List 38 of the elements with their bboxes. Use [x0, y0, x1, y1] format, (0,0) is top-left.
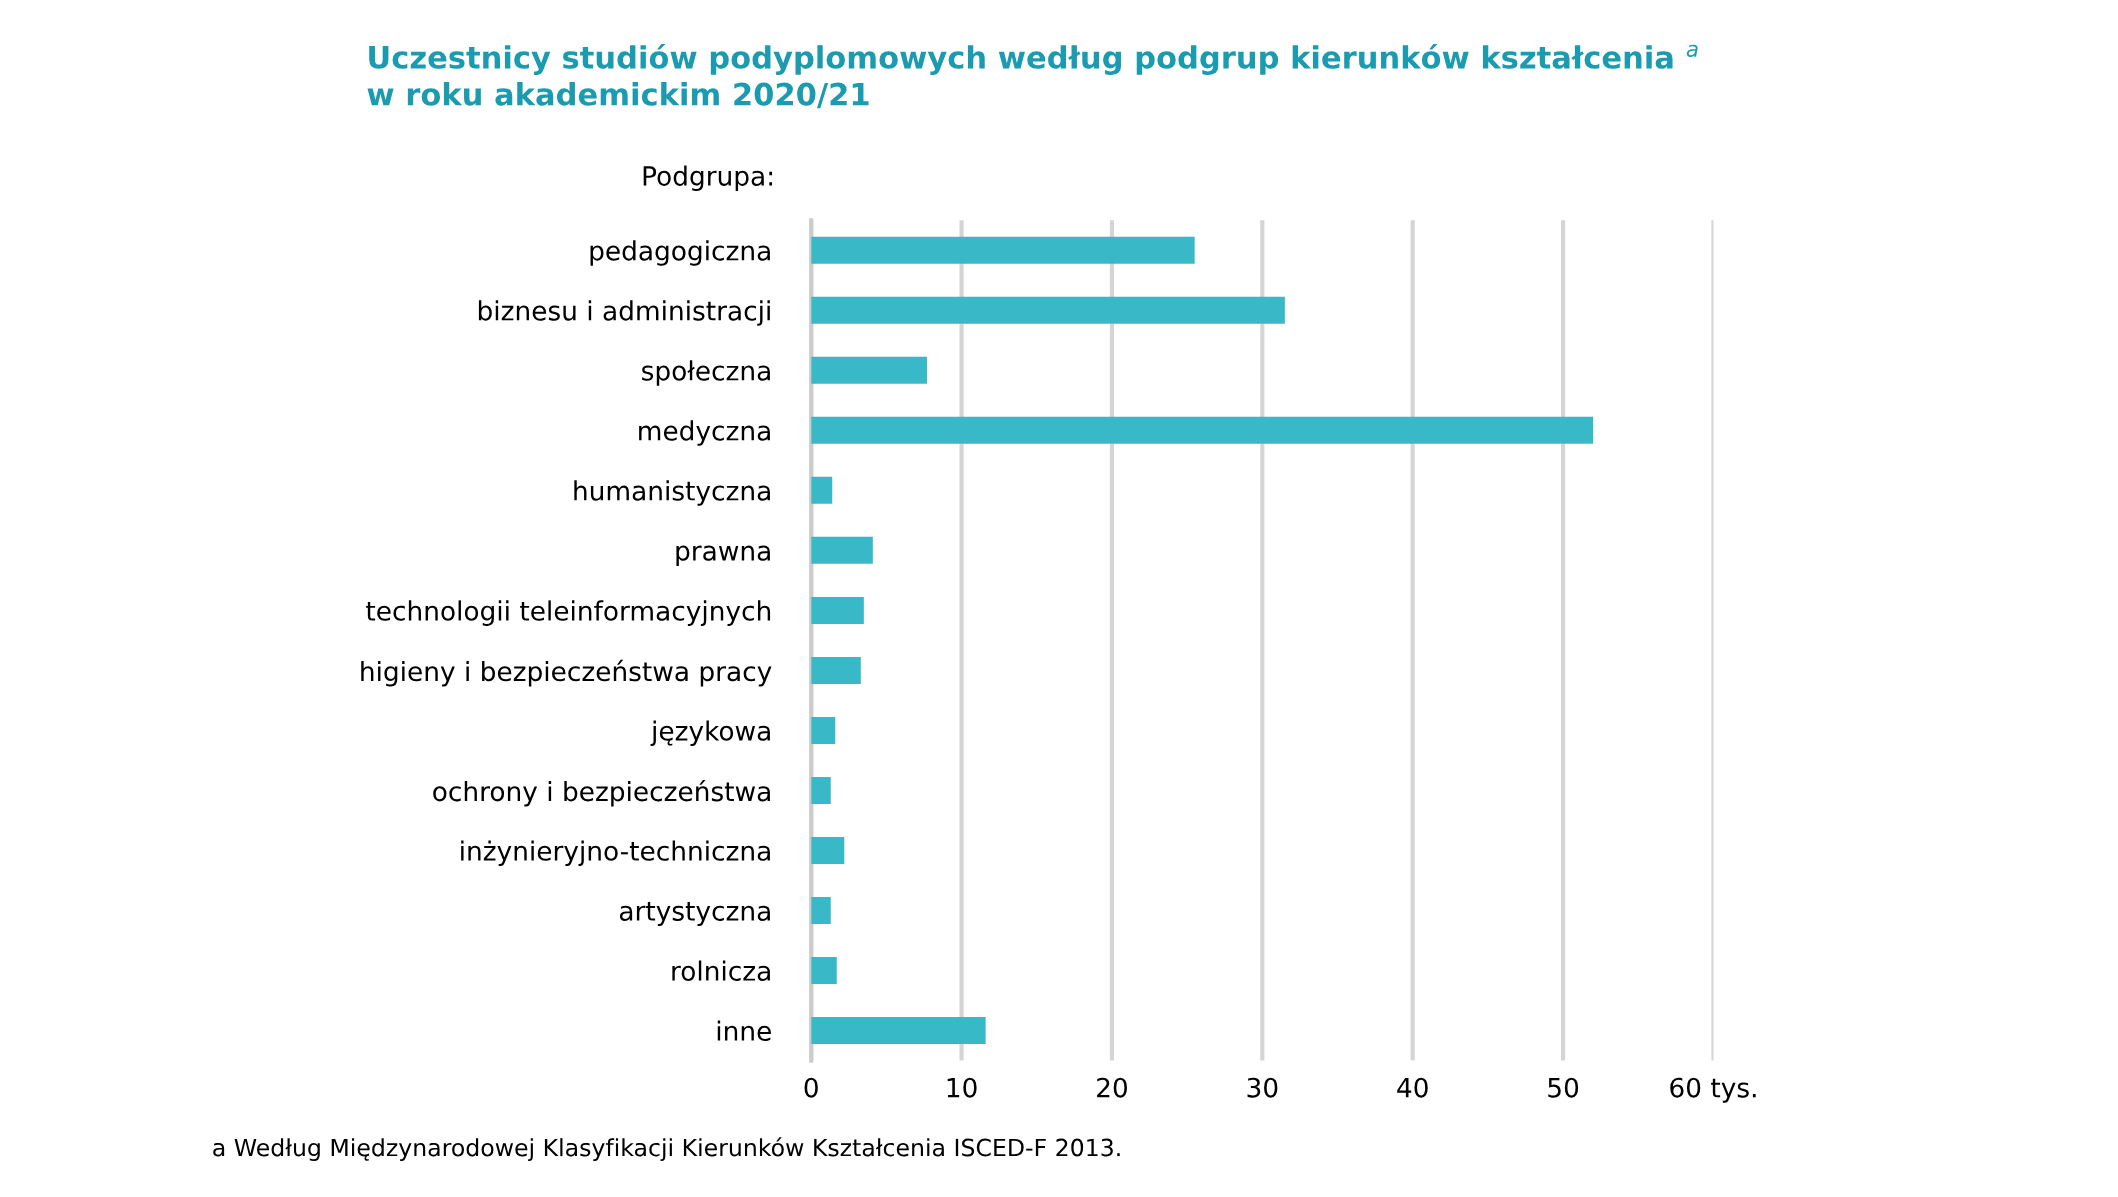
- bar: [811, 356, 927, 384]
- bar: [811, 416, 1594, 444]
- text: a Według Międzynarodowej Klasyfikacji Kierunków Kształcenia ISCED-F 2013.: [213, 1137, 1120, 1162]
- bar: [811, 716, 836, 744]
- x-tick-label: 60 tys.: [1670, 1077, 1756, 1103]
- y-tick-label: ochrony i bezpieczeństwa: [433, 779, 770, 807]
- y-tick-label: inne: [717, 1020, 771, 1041]
- y-tick-label: językowa: [650, 720, 770, 746]
- y-tick-label: inżynieryjno-techniczna: [461, 840, 770, 866]
- x-tick-label: 0: [804, 1077, 818, 1098]
- bar: [811, 476, 833, 504]
- y-tick-label: pedagogiczna: [590, 240, 770, 266]
- y-tick-label: higieny i bezpieczeństwa pracy: [361, 659, 772, 687]
- x-tick-label: 50: [1548, 1077, 1579, 1098]
- bar: [811, 236, 1195, 264]
- y-tick-label: społeczna: [642, 360, 770, 386]
- bar: [811, 596, 864, 624]
- bar: [811, 836, 845, 864]
- bar: [811, 776, 831, 804]
- y-axis-title: Podgrupa:: [643, 165, 773, 191]
- chart-title: Uczestnicy studiów podyplomowych według podgrup kierunków kształcenia $^{a}$ w roku akademickim 2020/21: [367, 43, 1698, 109]
- y-tick-label: artystyczna: [619, 901, 770, 926]
- bar: [811, 896, 831, 924]
- bar: [811, 656, 861, 684]
- bar: [811, 1017, 986, 1045]
- x-tick-label: 10: [947, 1077, 977, 1098]
- y-tick-label: medyczna: [639, 420, 770, 446]
- y-tick-label: prawna: [676, 545, 770, 566]
- bar: [811, 957, 837, 985]
- y-tick-label: technologii teleinformacyjnych: [366, 600, 771, 626]
- y-tick-label: rolnicza: [672, 960, 770, 981]
- y-tick-label: biznesu i administracji: [478, 300, 770, 326]
- bar: [811, 536, 873, 564]
- bar: [811, 296, 1285, 324]
- x-tick-label: 20: [1097, 1077, 1127, 1098]
- x-tick-label: 40: [1397, 1077, 1428, 1098]
- y-tick-label: humanistyczna: [574, 480, 770, 506]
- x-tick-label: 30: [1247, 1077, 1278, 1098]
